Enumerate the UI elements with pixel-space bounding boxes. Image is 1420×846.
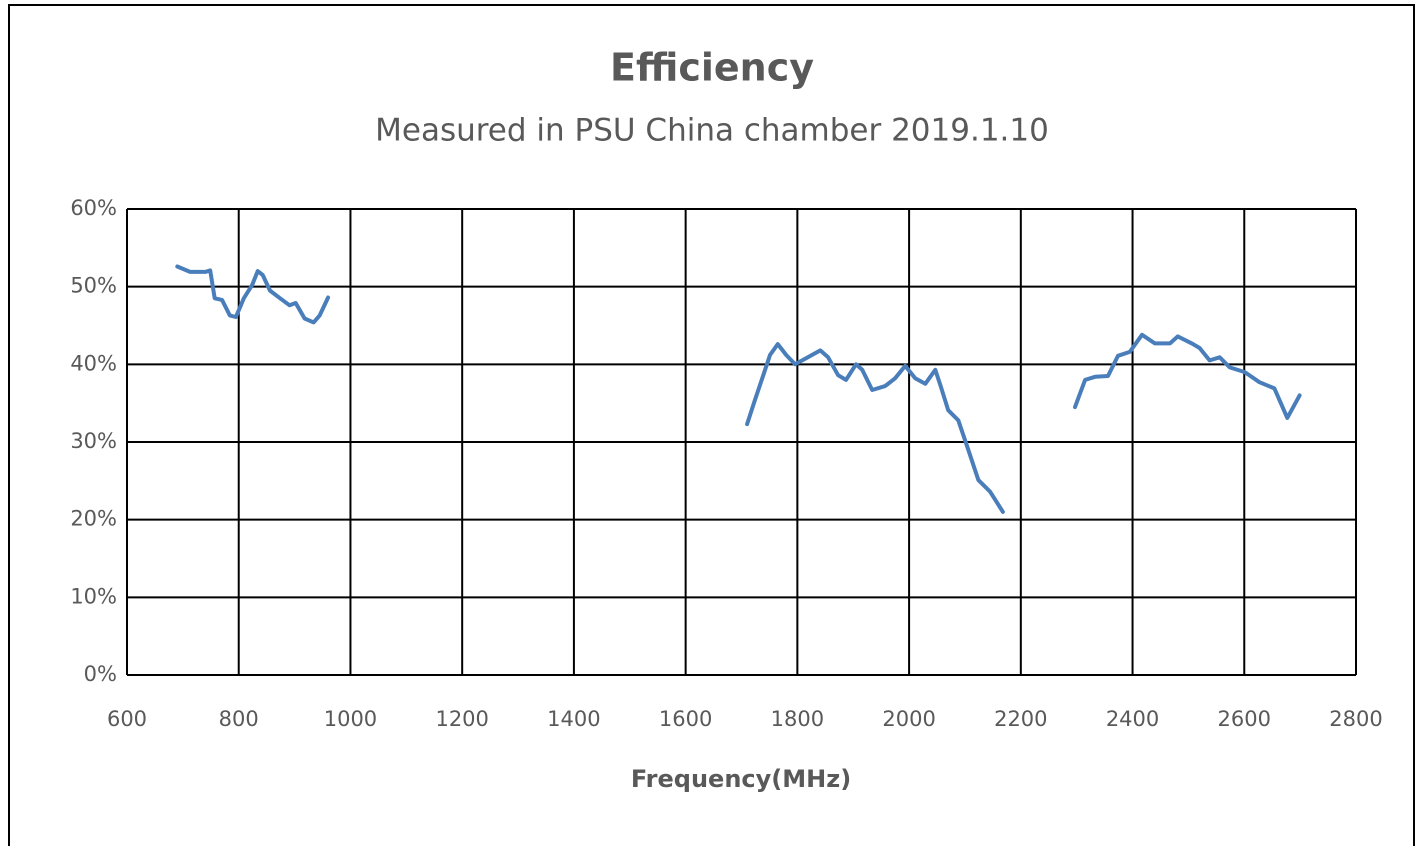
x-tick-label: 1800 — [771, 707, 824, 731]
x-tick-label: 800 — [219, 707, 259, 731]
x-tick-label: 1400 — [547, 707, 600, 731]
x-tick-label: 1000 — [324, 707, 377, 731]
x-tick-label: 600 — [107, 707, 147, 731]
y-tick-label: 30% — [70, 429, 117, 453]
x-tick-label: 2200 — [994, 707, 1047, 731]
x-tick-label: 2800 — [1329, 707, 1382, 731]
x-tick-label: 2600 — [1218, 707, 1271, 731]
chart-subtitle: Measured in PSU China chamber 2019.1.10 — [375, 113, 1049, 149]
y-tick-label: 50% — [70, 274, 117, 298]
data-line — [175, 264, 1302, 514]
y-tick-label: 60% — [70, 196, 117, 220]
chart-frame — [8, 4, 1415, 846]
x-tick-label: 1200 — [435, 707, 488, 731]
x-tick-label: 2400 — [1106, 707, 1159, 731]
x-tick-label: 2000 — [882, 707, 935, 731]
y-tick-label: 40% — [70, 351, 117, 375]
y-tick-label: 0% — [84, 662, 117, 686]
x-axis-title: Frequency(MHz) — [631, 765, 851, 793]
chart-title: Efficiency — [610, 46, 814, 90]
y-tick-label: 10% — [70, 584, 117, 608]
y-tick-label: 20% — [70, 507, 117, 531]
x-tick-label: 1600 — [659, 707, 712, 731]
